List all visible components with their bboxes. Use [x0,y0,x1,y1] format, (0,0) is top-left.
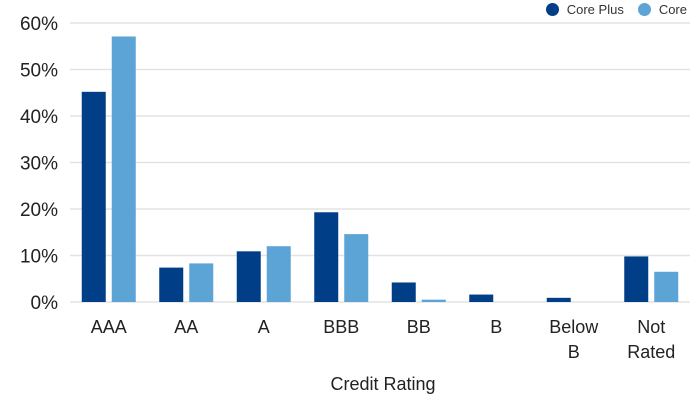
x-tick-label: Not Rated [627,317,675,362]
bar-core-bb [421,299,446,302]
bar-core-plus-bb [391,282,416,302]
legend-swatch-core [637,2,651,16]
bar-core-plus-below-b [546,297,571,302]
bar-core-plus-bbb [314,212,339,302]
y-tick-label: 30% [20,154,58,175]
y-tick-label: 60% [20,14,58,35]
legend-item-core: Core [637,1,687,17]
x-axis-title: Credit Rating [330,374,435,394]
legend-item-core-plus: Core Plus [545,1,624,17]
x-tick-label: BBB [323,317,359,337]
x-tick-label: AA [174,317,198,337]
bar-core-plus-not-rated [624,256,649,302]
x-tick-label: AAA [91,317,127,337]
bar-core-plus-b [469,294,494,302]
bar-core-aa [189,263,214,302]
x-tick-label: B [490,317,502,337]
y-tick-label: 50% [20,61,58,82]
bar-core-a [266,246,291,302]
y-tick-label: 40% [20,107,58,128]
gridlines [70,22,690,303]
bar-core-plus-aaa [81,91,106,302]
bar-core-plus-aa [159,267,184,302]
y-tick-label: 20% [20,200,58,221]
y-tick-label: 0% [31,293,59,314]
x-tick-label: BB [407,317,431,337]
legend-label-core: Core [658,1,687,17]
bar-core-aaa [111,36,136,303]
x-tick-label: Below B [549,317,599,362]
bar-core-plus-a [236,251,261,302]
x-tick-label: A [258,317,270,337]
y-tick-label: 10% [20,247,58,268]
bars [81,36,679,303]
bar-core-not-rated [654,271,679,302]
legend-swatch-core-plus [545,2,559,16]
legend: Core Plus Core [545,0,687,18]
y-axis-ticks: 0% 10% 20% 30% 40% 50% 60% [20,14,58,314]
legend-label-core-plus: Core Plus [566,1,624,17]
bar-core-bbb [344,234,369,302]
